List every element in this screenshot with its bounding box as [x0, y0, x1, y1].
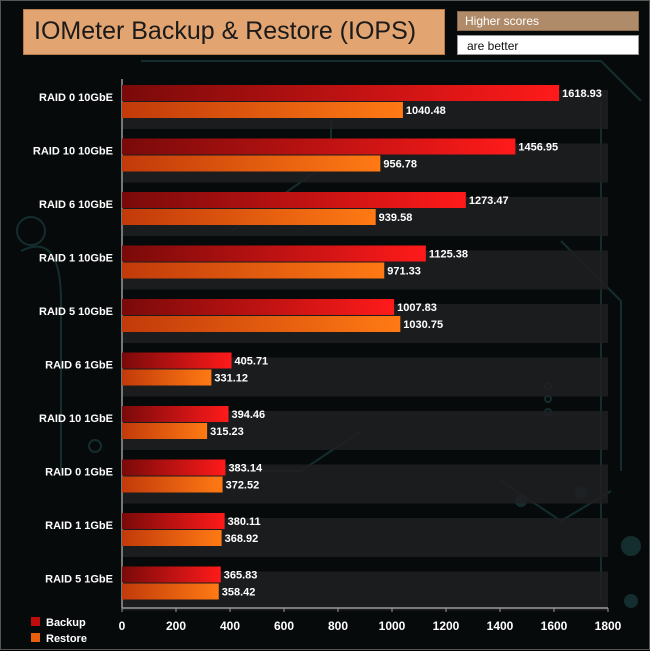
category-label-raid-10-10gbe: RAID 10 10GbE	[33, 146, 113, 158]
backup-value-raid-5-10gbe: 1007.83	[397, 302, 437, 314]
restore-bar-raid-6-1gbe	[122, 369, 212, 386]
backup-bar-raid-6-1gbe	[122, 352, 232, 369]
backup-bar-raid-1-1gbe	[122, 513, 225, 529]
x-tick-label: 400	[220, 619, 240, 633]
backup-bar-raid-6-10gbe	[122, 192, 466, 208]
restore-value-raid-10-10gbe: 956.78	[383, 159, 417, 171]
x-tick-label: 800	[328, 619, 348, 633]
restore-value-raid-1-10gbe: 971.33	[387, 266, 421, 278]
restore-bar-raid-6-10gbe	[122, 209, 376, 225]
note-line-1: Higher scores	[465, 14, 540, 28]
x-tick-label: 1800	[595, 619, 622, 633]
restore-bar-raid-0-10gbe	[122, 102, 403, 118]
legend-label-restore: Restore	[46, 633, 87, 645]
restore-bar-raid-5-1gbe	[122, 583, 219, 600]
backup-value-raid-6-10gbe: 1273.47	[469, 195, 509, 207]
backup-bar-raid-5-1gbe	[122, 566, 221, 583]
restore-bar-raid-5-10gbe	[122, 316, 401, 332]
backup-value-raid-5-1gbe: 365.83	[224, 570, 258, 582]
x-tick-label: 0	[119, 619, 126, 633]
x-tick-label: 600	[274, 619, 294, 633]
restore-value-raid-1-1gbe: 368.92	[225, 533, 259, 545]
note-higher-scores: Higher scores	[457, 11, 639, 31]
note-are-better: are better	[457, 35, 639, 55]
x-tick-label: 1000	[379, 619, 406, 633]
backup-bar-raid-0-10gbe	[122, 85, 560, 101]
legend: Backup Restore	[31, 617, 87, 645]
backup-bar-raid-0-1gbe	[122, 459, 226, 476]
category-label-raid-10-1gbe: RAID 10 1GbE	[39, 413, 113, 425]
backup-bar-raid-1-10gbe	[122, 245, 426, 262]
legend-label-backup: Backup	[46, 617, 86, 629]
backup-bar-raid-10-1gbe	[122, 406, 229, 422]
restore-value-raid-5-1gbe: 358.42	[222, 587, 256, 599]
category-label-raid-1-1gbe: RAID 1 1GbE	[45, 520, 113, 532]
x-tick-label: 1400	[487, 619, 514, 633]
restore-value-raid-6-10gbe: 939.58	[379, 212, 413, 224]
restore-value-raid-5-10gbe: 1030.75	[403, 319, 443, 331]
restore-bar-raid-1-1gbe	[122, 530, 222, 546]
backup-value-raid-6-1gbe: 405.71	[235, 356, 269, 368]
restore-bar-raid-10-10gbe	[122, 155, 381, 172]
x-tick-label: 200	[166, 619, 186, 633]
backup-value-raid-1-10gbe: 1125.38	[429, 249, 468, 261]
chart-title: IOMeter Backup & Restore (IOPS)	[34, 17, 417, 45]
chart-title-box: IOMeter Backup & Restore (IOPS)	[23, 9, 445, 55]
restore-value-raid-10-1gbe: 315.23	[210, 426, 244, 438]
restore-value-raid-0-1gbe: 372.52	[226, 480, 260, 492]
restore-bar-raid-10-1gbe	[122, 423, 208, 439]
restore-bar-raid-1-10gbe	[122, 262, 385, 279]
backup-value-raid-0-10gbe: 1618.93	[562, 88, 602, 100]
restore-bar-raid-0-1gbe	[122, 476, 223, 493]
backup-value-raid-1-1gbe: 380.11	[228, 516, 261, 528]
restore-value-raid-6-1gbe: 331.12	[214, 373, 248, 385]
category-label-raid-1-10gbe: RAID 1 10GbE	[39, 253, 113, 265]
category-label-raid-6-10gbe: RAID 6 10GbE	[39, 199, 113, 211]
backup-bar-raid-5-10gbe	[122, 299, 395, 315]
legend-swatch-restore	[31, 633, 40, 642]
note-line-2: are better	[467, 39, 519, 53]
x-tick-label: 1600	[541, 619, 568, 633]
category-label-raid-0-1gbe: RAID 0 1GbE	[45, 467, 113, 479]
category-label-raid-5-1gbe: RAID 5 1GbE	[45, 574, 113, 586]
category-label-raid-0-10gbe: RAID 0 10GbE	[39, 92, 113, 104]
backup-bar-raid-10-10gbe	[122, 138, 516, 155]
backup-value-raid-10-10gbe: 1456.95	[518, 142, 558, 154]
backup-value-raid-10-1gbe: 394.46	[232, 409, 266, 421]
category-label-raid-5-10gbe: RAID 5 10GbE	[39, 306, 113, 318]
legend-swatch-backup	[31, 617, 40, 626]
x-tick-label: 1200	[433, 619, 460, 633]
restore-value-raid-0-10gbe: 1040.48	[406, 105, 446, 117]
backup-value-raid-0-1gbe: 383.14	[228, 463, 263, 475]
category-label-raid-6-1gbe: RAID 6 1GbE	[45, 360, 113, 372]
